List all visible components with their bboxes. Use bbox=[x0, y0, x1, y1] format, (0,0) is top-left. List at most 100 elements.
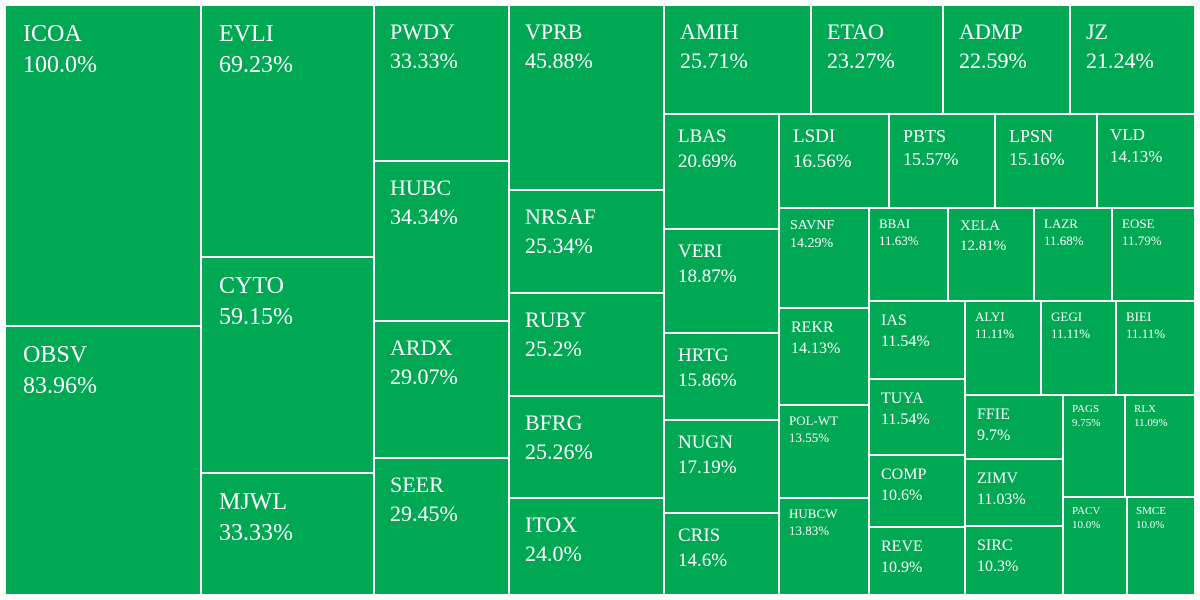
treemap-tile-savnf: SAVNF 14.29% bbox=[779, 208, 869, 308]
tile-change: 14.13% bbox=[1110, 147, 1163, 167]
tile-ticker: HUBC bbox=[390, 175, 452, 200]
tile-change: 11.11% bbox=[975, 325, 1015, 341]
tile-ticker: COMP bbox=[881, 466, 927, 483]
tile-change: 16.56% bbox=[793, 150, 852, 172]
tile-change: 12.81% bbox=[960, 237, 1007, 254]
treemap-tile-lpsn: LPSN 15.16% bbox=[995, 114, 1097, 208]
tile-change: 10.0% bbox=[1136, 519, 1165, 532]
tile-ticker: LPSN bbox=[1009, 126, 1054, 146]
tile-change: 17.19% bbox=[678, 456, 737, 478]
treemap-tile-hubc: HUBC 34.34% bbox=[374, 161, 509, 321]
tile-ticker: GEGI bbox=[1051, 309, 1083, 324]
treemap-tile-pbts: PBTS 15.57% bbox=[889, 114, 995, 208]
tile-ticker: VLD bbox=[1110, 125, 1145, 144]
tile-ticker: PACV bbox=[1072, 505, 1101, 517]
tile-change: 11.68% bbox=[1044, 232, 1084, 248]
tile-ticker: ADMP bbox=[959, 19, 1023, 44]
treemap-tile-ruby: RUBY 25.2% bbox=[509, 293, 664, 396]
treemap-tile-veri: VERI 18.87% bbox=[664, 229, 779, 333]
tile-change: 15.57% bbox=[903, 149, 959, 170]
tile-ticker: EOSE bbox=[1122, 216, 1155, 231]
tile-ticker: RUBY bbox=[525, 307, 587, 332]
tile-ticker: CRIS bbox=[678, 525, 721, 546]
tile-ticker: ALYI bbox=[975, 309, 1005, 324]
tile-change: 45.88% bbox=[525, 47, 593, 73]
tile-change: 11.11% bbox=[1051, 325, 1091, 341]
tile-ticker: ICOA bbox=[23, 21, 82, 47]
treemap-tile-nugn: NUGN 17.19% bbox=[664, 420, 779, 513]
treemap-tile-jz: JZ 21.24% bbox=[1070, 5, 1195, 114]
tile-ticker: BBAI bbox=[879, 216, 911, 231]
tile-change: 10.6% bbox=[881, 486, 923, 504]
tile-ticker: REVE bbox=[881, 538, 923, 555]
tile-change: 10.0% bbox=[1072, 519, 1101, 532]
treemap-tile-itox: ITOX 24.0% bbox=[509, 498, 664, 595]
tile-change: 33.33% bbox=[390, 47, 458, 73]
treemap-tile-lbas: LBAS 20.69% bbox=[664, 114, 779, 229]
treemap-tile-pol-wt: POL-WT 13.55% bbox=[779, 405, 869, 498]
tile-ticker: LSDI bbox=[793, 126, 836, 147]
tile-ticker: RLX bbox=[1134, 403, 1156, 415]
tile-change: 29.07% bbox=[390, 363, 458, 389]
treemap-tile-nrsaf: NRSAF 25.34% bbox=[509, 190, 664, 293]
tile-ticker: MJWL bbox=[219, 489, 287, 515]
tile-ticker: SAVNF bbox=[790, 218, 835, 233]
treemap-tile-obsv: OBSV 83.96% bbox=[5, 326, 201, 595]
tile-ticker: XELA bbox=[960, 218, 1000, 234]
tile-change: 10.3% bbox=[977, 557, 1019, 575]
treemap-tile-lsdi: LSDI 16.56% bbox=[779, 114, 889, 208]
tile-change: 25.26% bbox=[525, 438, 593, 464]
treemap-tile-cris: CRIS 14.6% bbox=[664, 513, 779, 595]
treemap-tile-biei: BIEI 11.11% bbox=[1116, 301, 1195, 395]
tile-ticker: BFRG bbox=[525, 410, 583, 435]
tile-change: 15.16% bbox=[1009, 149, 1065, 170]
treemap-tile-reve: REVE 10.9% bbox=[869, 527, 965, 595]
treemap-tile-ffie: FFIE 9.7% bbox=[965, 395, 1063, 459]
treemap-tile-rekr: REKR 14.13% bbox=[779, 308, 869, 405]
tile-ticker: SEER bbox=[390, 472, 444, 497]
tile-change: 59.15% bbox=[219, 304, 293, 331]
treemap-tile-ardx: ARDX 29.07% bbox=[374, 321, 509, 458]
treemap-tile-eose: EOSE 11.79% bbox=[1112, 208, 1195, 301]
tile-change: 29.45% bbox=[390, 500, 458, 526]
tile-ticker: JZ bbox=[1086, 19, 1108, 44]
tile-change: 15.86% bbox=[678, 369, 737, 391]
tile-change: 14.29% bbox=[790, 236, 834, 252]
tile-ticker: IAS bbox=[881, 312, 907, 329]
tile-ticker: LAZR bbox=[1044, 216, 1078, 231]
tile-ticker: VPRB bbox=[525, 19, 583, 44]
treemap-tile-hubcw: HUBCW 13.83% bbox=[779, 498, 869, 595]
tile-change: 83.96% bbox=[23, 373, 97, 400]
tile-ticker: NRSAF bbox=[525, 204, 596, 229]
tile-change: 69.23% bbox=[219, 52, 293, 79]
tile-change: 14.13% bbox=[791, 339, 841, 357]
treemap-tile-bfrg: BFRG 25.26% bbox=[509, 396, 664, 498]
tile-change: 33.33% bbox=[219, 520, 293, 547]
tile-change: 100.0% bbox=[23, 52, 97, 79]
treemap-tile-comp: COMP 10.6% bbox=[869, 455, 965, 527]
tile-ticker: CYTO bbox=[219, 273, 284, 299]
tile-ticker: SIRC bbox=[977, 537, 1013, 554]
tile-ticker: HUBCW bbox=[789, 506, 838, 521]
treemap-tile-pags: PAGS 9.75% bbox=[1063, 395, 1125, 497]
treemap-tile-vprb: VPRB 45.88% bbox=[509, 5, 664, 190]
tile-change: 11.09% bbox=[1134, 417, 1168, 430]
tile-ticker: ZIMV bbox=[977, 470, 1018, 487]
treemap-tile-sirc: SIRC 10.3% bbox=[965, 526, 1063, 595]
tile-change: 22.59% bbox=[959, 47, 1027, 73]
tile-ticker: NUGN bbox=[678, 432, 733, 453]
treemap-tile-evli: EVLI 69.23% bbox=[201, 5, 374, 257]
tile-change: 9.75% bbox=[1072, 417, 1101, 430]
tile-change: 11.03% bbox=[977, 490, 1026, 508]
tile-change: 24.0% bbox=[525, 540, 582, 566]
tile-ticker: FFIE bbox=[977, 406, 1010, 423]
tile-change: 14.6% bbox=[678, 549, 728, 571]
treemap-tile-bbai: BBAI 11.63% bbox=[869, 208, 948, 301]
tile-ticker: PAGS bbox=[1072, 403, 1100, 415]
tile-ticker: AMIH bbox=[680, 19, 739, 44]
tile-change: 11.79% bbox=[1122, 232, 1162, 248]
tile-ticker: OBSV bbox=[23, 342, 88, 368]
tile-ticker: HRTG bbox=[678, 345, 729, 366]
tile-ticker: VERI bbox=[678, 241, 723, 262]
treemap-tile-lazr: LAZR 11.68% bbox=[1034, 208, 1112, 301]
